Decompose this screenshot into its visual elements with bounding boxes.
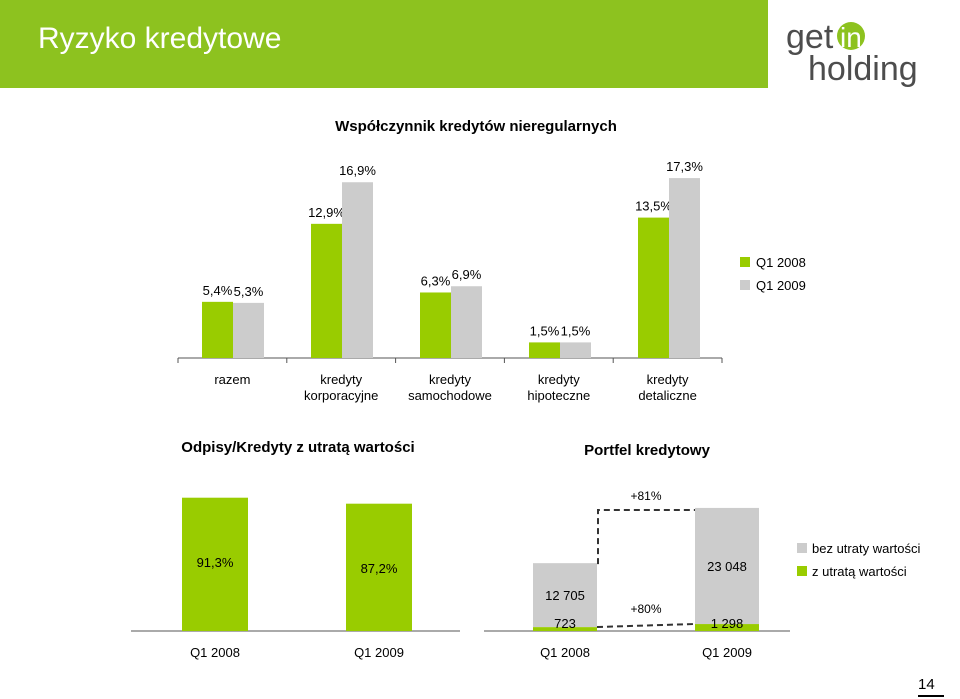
chart2-bar: [346, 503, 412, 631]
logo-text-holding: holding: [808, 50, 918, 88]
chart1-data-label: 5,4%: [203, 283, 233, 298]
chart1-data-label: 1,5%: [530, 323, 560, 338]
chart1-bar-q1-2009: [233, 302, 264, 358]
page-title: Ryzyko kredytowe: [38, 22, 282, 55]
logo-text-in: in: [840, 22, 862, 53]
chart3-growth-line-impaired: [596, 623, 696, 628]
chart1-bar-q1-2009: [342, 182, 373, 358]
chart1-data-label: 13,5%: [635, 199, 672, 214]
chart1-bar-q1-2008: [638, 217, 669, 358]
chart3-bar-bez-utraty: [533, 563, 597, 628]
chart1-bar-q1-2009: [669, 178, 700, 358]
chart2-bar: [182, 497, 248, 631]
chart1-legend-label: Q1 2008: [756, 255, 806, 270]
chart1-bar-q1-2008: [202, 301, 233, 358]
chart1-legend-swatch: [740, 280, 750, 290]
chart3-bar-bez-utraty: [695, 507, 759, 625]
chart3-bar-z-utrata: [533, 627, 597, 631]
chart-loan-portfolio: Portfel kredytowy 723 12 705 Q1 2008 1 298 23…: [484, 442, 920, 660]
chart1-data-label: 6,3%: [421, 273, 451, 288]
chart3-growth-label-impaired: +80%: [630, 602, 661, 616]
chart-writeoffs: Odpisy/Kredyty z utratą wartości 91,3% Q1 …: [131, 439, 460, 660]
chart1-category-label: kredyty: [538, 372, 580, 387]
logo-circle: [837, 22, 865, 50]
page-number-underline: [918, 695, 944, 697]
chart1-data-label: 1,5%: [561, 323, 591, 338]
chart1-legend-label: Q1 2009: [756, 278, 806, 293]
chart1-data-label: 6,9%: [452, 267, 482, 282]
chart3-legend-label: z utratą wartości: [812, 564, 907, 579]
chart1-data-label: 16,9%: [339, 163, 376, 178]
chart2-title: Odpisy/Kredyty z utratą wartości: [181, 439, 414, 456]
chart1-bar-q1-2009: [560, 342, 591, 358]
chart3-legend-swatch: [797, 543, 807, 553]
chart3-category-label: Q1 2009: [702, 645, 752, 660]
chart1-legend-swatch: [740, 257, 750, 267]
chart1-category-label: razem: [214, 372, 250, 387]
page-number: 14: [918, 676, 935, 693]
chart3-growth-label-total: +81%: [630, 489, 661, 503]
chart1-category-label: detaliczne: [638, 388, 697, 403]
chart1-bar-q1-2008: [420, 292, 451, 358]
chart3-title: Portfel kredytowy: [584, 442, 711, 459]
header-bar: Ryzyko kredytowe: [0, 0, 768, 88]
chart1-category-label: kredyty: [429, 372, 471, 387]
chart3-legend-label: bez utraty wartości: [812, 541, 920, 556]
chart3-growth-line-total: [597, 509, 695, 565]
company-logo: get in holding: [768, 0, 960, 88]
chart1-category-label: hipoteczne: [527, 388, 590, 403]
chart2-data-label: 91,3%: [197, 555, 234, 570]
logo-text-get: get: [786, 18, 834, 56]
chart3-impaired-label: 723: [554, 616, 576, 631]
chart1-title: Współczynnik kredytów nieregularnych: [335, 118, 617, 135]
chart1-data-label: 17,3%: [666, 159, 703, 174]
chart3-total-label: 23 048: [707, 559, 747, 574]
chart3-total-label: 12 705: [545, 588, 585, 603]
chart1-bar-q1-2009: [451, 286, 482, 358]
chart3-legend-swatch: [797, 566, 807, 576]
chart1-bar-q1-2008: [311, 223, 342, 358]
chart1-category-label: samochodowe: [408, 388, 492, 403]
chart3-category-label: Q1 2008: [540, 645, 590, 660]
chart1-category-label: korporacyjne: [304, 388, 378, 403]
chart-irregular-loans: Współczynnik kredytów nieregularnych 5,4%…: [177, 118, 806, 403]
chart1-data-label: 5,3%: [234, 284, 264, 299]
chart3-impaired-label: 1 298: [711, 616, 744, 631]
chart2-data-label: 87,2%: [361, 561, 398, 576]
chart1-bar-q1-2008: [529, 342, 560, 358]
chart1-category-label: kredyty: [320, 372, 362, 387]
chart3-bar-z-utrata: [695, 624, 759, 631]
chart2-category-label: Q1 2009: [354, 645, 404, 660]
chart1-category-label: kredyty: [647, 372, 689, 387]
chart2-category-label: Q1 2008: [190, 645, 240, 660]
chart1-data-label: 12,9%: [308, 205, 345, 220]
